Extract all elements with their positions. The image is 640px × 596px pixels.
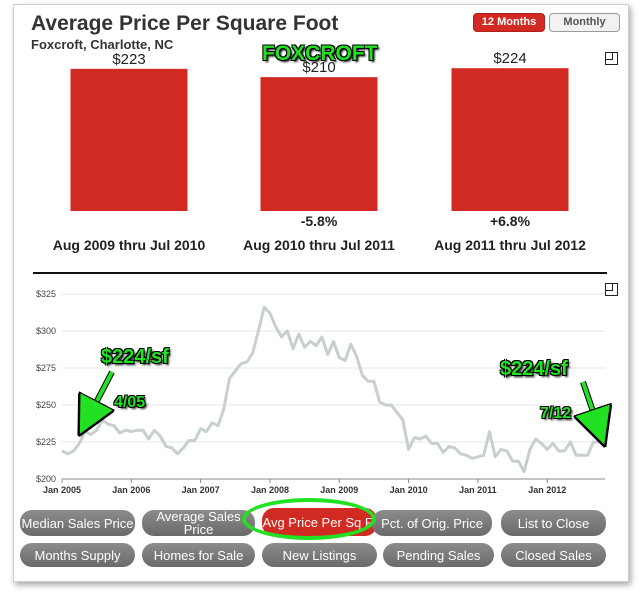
bar-value-label: $210 [302, 59, 335, 76]
closed-sales-button[interactable]: Closed Sales [501, 543, 606, 567]
bar-chart: $223 Aug 2009 thru Jul 2010 $210 -5.8% Aug 2… [53, 50, 586, 253]
average-sales-price-button[interactable]: Average Sales Price [142, 510, 255, 536]
expand-bar-chart-icon[interactable] [605, 52, 618, 65]
bar-value-label: $224 [493, 50, 526, 67]
x-tick-label: Jan 2008 [251, 485, 289, 495]
bar [260, 77, 378, 211]
highlight-ring [242, 498, 376, 540]
x-tick-label: Jan 2009 [320, 485, 358, 495]
y-tick-label: $200 [36, 474, 56, 484]
right-date-annotation: 7/12 [540, 405, 572, 422]
bar-change-label: -5.8% [301, 213, 338, 229]
bar-category-label: Aug 2010 thru Jul 2011 [243, 237, 395, 253]
location-subtitle: Foxcroft, Charlotte, NC [31, 37, 174, 52]
monthly-button[interactable]: Monthly [549, 13, 620, 32]
list-to-close-button[interactable]: List to Close [501, 510, 606, 536]
chart-title: Average Price Per Square Foot [31, 12, 339, 35]
bar-category-label: Aug 2009 thru Jul 2010 [53, 237, 206, 253]
chart-divider [33, 272, 607, 274]
pct-of-orig-price-button[interactable]: Pct. of Orig. Price [372, 510, 492, 536]
price-line [61, 305, 605, 474]
expand-line-chart-icon[interactable] [605, 283, 618, 296]
y-tick-label: $300 [36, 326, 56, 336]
right-price-annotation: $224/sf [500, 358, 568, 380]
y-tick-label: $275 [36, 363, 56, 373]
new-listings-button[interactable]: New Listings [262, 543, 377, 567]
x-tick-label: Jan 2011 [459, 485, 497, 495]
homes-for-sale-button[interactable]: Homes for Sale [142, 543, 255, 567]
x-tick-label: Jan 2012 [528, 485, 566, 495]
median-sales-price-button[interactable]: Median Sales Price [20, 510, 135, 536]
x-tick-label: Jan 2005 [43, 485, 81, 495]
twelve-months-button[interactable]: 12 Months [473, 13, 545, 32]
bar [70, 68, 188, 212]
pending-sales-button[interactable]: Pending Sales [383, 543, 494, 567]
left-price-annotation: $224/sf [101, 346, 169, 368]
y-tick-label: $225 [36, 437, 56, 447]
bar-change-label: +6.8% [490, 213, 531, 229]
x-tick-label: Jan 2006 [112, 485, 150, 495]
left-date-annotation: 4/05 [114, 394, 146, 411]
bar-category-label: Aug 2011 thru Jul 2012 [434, 237, 586, 253]
y-tick-label: $250 [36, 400, 56, 410]
y-tick-label: $325 [36, 289, 56, 299]
bar [451, 68, 569, 211]
x-tick-label: Jan 2007 [182, 485, 220, 495]
line-chart: $200 $225 $250 $275 $300 $325 Jan 2005 Jan 2006… [36, 289, 605, 495]
months-supply-button[interactable]: Months Supply [20, 543, 135, 567]
bar-value-label: $223 [112, 51, 145, 68]
x-tick-label: Jan 2010 [390, 485, 428, 495]
neighborhood-annotation: FOXCROFT [262, 42, 378, 65]
